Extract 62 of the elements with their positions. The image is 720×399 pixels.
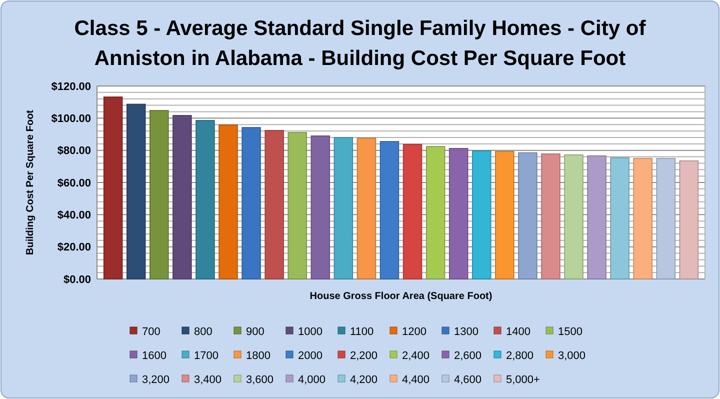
bar bbox=[541, 153, 560, 280]
legend-label: 3,400 bbox=[194, 374, 222, 386]
legend-label: 1300 bbox=[454, 326, 478, 338]
legend-label: 1500 bbox=[558, 326, 582, 338]
legend-label: 1100 bbox=[350, 326, 374, 338]
bar bbox=[126, 104, 146, 280]
legend-label: 1700 bbox=[194, 350, 218, 362]
legend-label: 3,000 bbox=[558, 350, 586, 362]
bar bbox=[288, 132, 307, 280]
legend-label: 2000 bbox=[298, 350, 322, 362]
legend-label: 2,400 bbox=[402, 350, 430, 362]
legend-label: 1800 bbox=[246, 350, 270, 362]
bar bbox=[402, 144, 422, 280]
legend-label: 1400 bbox=[506, 326, 530, 338]
legend-label: 4,000 bbox=[298, 374, 326, 386]
x-axis-title: House Gross Floor Area (Square Foot) bbox=[310, 291, 492, 302]
y-axis-title: Building Cost Per Square Foot bbox=[25, 109, 36, 256]
y-tick-label: $0.00 bbox=[63, 274, 91, 286]
legend-label: 900 bbox=[246, 326, 264, 338]
legend-label: 2,600 bbox=[454, 350, 482, 362]
bar bbox=[610, 157, 630, 280]
bar bbox=[587, 155, 606, 280]
bar bbox=[426, 146, 446, 280]
legend-label: 800 bbox=[194, 326, 212, 338]
bar bbox=[103, 96, 123, 280]
y-tick-label: $100.00 bbox=[51, 113, 91, 126]
bar bbox=[380, 141, 400, 280]
bar bbox=[172, 115, 192, 280]
bar bbox=[218, 124, 238, 280]
bar bbox=[150, 110, 169, 280]
y-tick-label: $20.00 bbox=[57, 242, 91, 254]
bar bbox=[472, 150, 492, 280]
bar bbox=[310, 135, 330, 280]
bar bbox=[264, 130, 284, 280]
bar bbox=[679, 160, 699, 280]
legend-label: 4,600 bbox=[454, 374, 482, 386]
y-tick-label: $40.00 bbox=[57, 210, 91, 222]
legend-label: 3,200 bbox=[142, 374, 170, 386]
legend-label: 1600 bbox=[142, 350, 166, 362]
y-tick-label: $120.00 bbox=[51, 80, 91, 93]
legend-label: 2,800 bbox=[506, 350, 534, 362]
legend-label: 3,600 bbox=[246, 374, 274, 386]
bar bbox=[334, 137, 354, 280]
legend-label: 5,000+ bbox=[506, 374, 540, 386]
chart-title: Class 5 - Average Standard Single Family Homes - City of Anniston in Alabama - Building Cost Per Square Foot bbox=[74, 17, 647, 70]
bar bbox=[196, 120, 215, 280]
legend-label: 1200 bbox=[402, 326, 426, 338]
bar bbox=[633, 158, 652, 280]
bar bbox=[448, 148, 468, 280]
legend-label: 4,400 bbox=[402, 374, 430, 386]
legend-label: 4,200 bbox=[350, 374, 378, 386]
y-tick-label: $60.00 bbox=[57, 177, 91, 190]
y-tick-label: $80.00 bbox=[57, 145, 91, 158]
legend-label: 2,200 bbox=[350, 350, 378, 362]
bar bbox=[356, 138, 376, 280]
bar bbox=[495, 151, 514, 280]
bar bbox=[242, 127, 261, 280]
legend-label: 700 bbox=[142, 326, 160, 338]
bar bbox=[518, 152, 538, 280]
legend-label: 1000 bbox=[298, 326, 322, 338]
bar bbox=[564, 154, 584, 280]
bar bbox=[656, 158, 676, 280]
